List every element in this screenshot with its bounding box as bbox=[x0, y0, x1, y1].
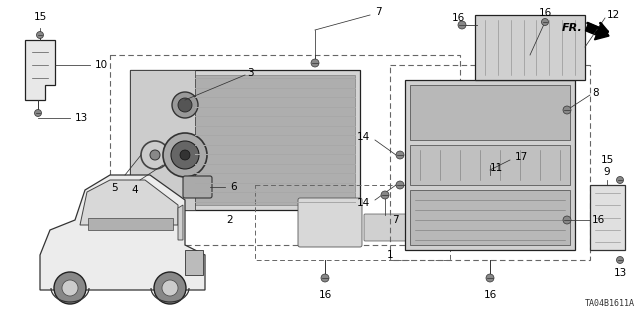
Circle shape bbox=[62, 280, 78, 296]
Text: 16: 16 bbox=[538, 8, 552, 18]
Bar bbox=[410, 145, 570, 185]
Circle shape bbox=[171, 141, 199, 169]
Bar bbox=[255, 185, 450, 260]
Circle shape bbox=[35, 109, 42, 116]
Bar bbox=[130, 70, 360, 210]
Bar bbox=[475, 15, 585, 80]
Text: 16: 16 bbox=[451, 13, 465, 23]
Text: FR.: FR. bbox=[563, 23, 583, 33]
Bar bbox=[110, 55, 460, 245]
Polygon shape bbox=[40, 175, 205, 290]
Text: 16: 16 bbox=[592, 215, 605, 225]
Bar bbox=[410, 190, 570, 245]
Text: 11: 11 bbox=[490, 163, 503, 173]
Bar bbox=[130, 70, 195, 210]
Circle shape bbox=[54, 272, 86, 304]
Text: 16: 16 bbox=[483, 290, 497, 300]
Polygon shape bbox=[178, 205, 183, 240]
Circle shape bbox=[36, 32, 44, 39]
FancyBboxPatch shape bbox=[298, 198, 362, 247]
Circle shape bbox=[396, 151, 404, 159]
Text: 10: 10 bbox=[95, 60, 108, 70]
Bar bbox=[410, 85, 570, 140]
Text: 13: 13 bbox=[613, 268, 627, 278]
Circle shape bbox=[178, 98, 192, 112]
Circle shape bbox=[381, 191, 389, 199]
Bar bbox=[590, 185, 625, 250]
Circle shape bbox=[616, 176, 623, 183]
Text: 15: 15 bbox=[33, 12, 47, 22]
Circle shape bbox=[172, 92, 198, 118]
Circle shape bbox=[180, 150, 190, 160]
Text: TA04B1611A: TA04B1611A bbox=[585, 299, 635, 308]
Text: 13: 13 bbox=[75, 113, 88, 123]
Circle shape bbox=[163, 133, 207, 177]
Bar bbox=[195, 75, 355, 205]
Text: 7: 7 bbox=[375, 7, 381, 17]
Circle shape bbox=[396, 181, 404, 189]
Text: 14: 14 bbox=[356, 198, 370, 208]
Circle shape bbox=[563, 216, 571, 224]
Circle shape bbox=[311, 59, 319, 67]
Text: 4: 4 bbox=[132, 185, 138, 195]
FancyBboxPatch shape bbox=[183, 176, 212, 198]
Circle shape bbox=[321, 274, 329, 282]
Text: 9: 9 bbox=[604, 167, 611, 177]
Bar bbox=[405, 80, 575, 250]
Text: 2: 2 bbox=[227, 215, 234, 225]
Polygon shape bbox=[25, 40, 55, 100]
Bar bbox=[185, 250, 203, 275]
Polygon shape bbox=[80, 180, 178, 225]
Text: 1: 1 bbox=[387, 250, 394, 260]
Text: 5: 5 bbox=[112, 183, 118, 193]
Text: 14: 14 bbox=[356, 132, 370, 142]
Text: 17: 17 bbox=[515, 152, 528, 162]
Text: 3: 3 bbox=[247, 68, 253, 78]
Text: 7: 7 bbox=[392, 215, 399, 225]
Circle shape bbox=[563, 106, 571, 114]
Circle shape bbox=[616, 256, 623, 263]
Bar bbox=[390, 65, 590, 260]
Text: 12: 12 bbox=[607, 10, 620, 20]
Circle shape bbox=[486, 274, 494, 282]
Text: 15: 15 bbox=[600, 155, 614, 165]
FancyBboxPatch shape bbox=[364, 214, 406, 241]
Text: 6: 6 bbox=[230, 182, 237, 192]
FancyArrow shape bbox=[586, 23, 609, 40]
Bar bbox=[88, 218, 173, 230]
Text: 16: 16 bbox=[318, 290, 332, 300]
Circle shape bbox=[150, 150, 160, 160]
Circle shape bbox=[458, 21, 466, 29]
Circle shape bbox=[541, 19, 548, 26]
Text: 8: 8 bbox=[592, 88, 598, 98]
Circle shape bbox=[154, 272, 186, 304]
Circle shape bbox=[162, 280, 178, 296]
